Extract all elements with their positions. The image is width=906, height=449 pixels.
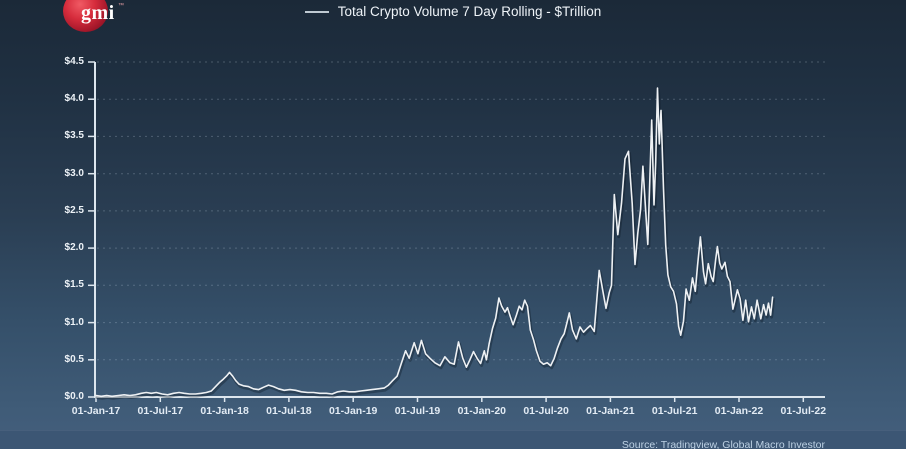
footer-bar: Source: Tradingview, Global Macro Invest… [0, 430, 906, 449]
gmi-logo-text: gmi [81, 2, 115, 24]
x-axis-tick-label: 01-Jan-19 [328, 405, 378, 417]
y-axis-tick-label: $2.5 [64, 204, 84, 216]
trademark-symbol: ™ [118, 3, 124, 9]
y-axis-tick-label: $3.5 [64, 130, 84, 142]
y-axis-tick-label: $1.5 [64, 279, 84, 291]
x-axis-tick-label: 01-Jan-21 [586, 405, 635, 417]
x-axis-tick-label: 01-Jul-19 [394, 405, 441, 417]
y-axis-tick-label: $1.0 [64, 316, 84, 328]
x-axis-tick-label: 01-Jul-21 [651, 405, 698, 417]
axis-lines [94, 62, 825, 398]
x-axis-tick-label: 01-Jan-20 [457, 405, 507, 417]
x-axis-tick-label: 01-Jul-22 [780, 405, 827, 417]
x-axis-tick-label: 01-Jul-18 [266, 405, 312, 417]
gmi-logo: gmi ™ [60, 0, 180, 36]
source-attribution: Source: Tradingview, Global Macro Invest… [621, 439, 825, 449]
y-axis-tick-label: $3.0 [64, 167, 84, 179]
x-axis-tick-label: 01-Jan-18 [200, 405, 249, 417]
series-line [95, 87, 774, 398]
y-axis-tick-label: $0.5 [64, 353, 84, 365]
y-axis-tick-label: $4.0 [64, 93, 84, 105]
y-axis-tick-label: $0.0 [64, 391, 84, 402]
x-axis-tick-label: 01-Jan-22 [714, 405, 764, 417]
chart-legend: Total Crypto Volume 7 Day Rolling - $Tri… [0, 4, 906, 19]
legend-line-key-icon [304, 10, 329, 13]
x-axis-tick-label: 01-Jan-17 [71, 405, 121, 417]
y-axis-tick-label: $4.5 [64, 56, 84, 67]
x-axis-tick-label: 01-Jul-17 [137, 405, 184, 417]
x-axis-tick-label: 01-Jul-20 [523, 405, 569, 417]
y-axis-tick-label: $2.0 [64, 242, 84, 254]
series-line-shadow [95, 88, 776, 400]
chart-title: Total Crypto Volume 7 Day Rolling - $Tri… [337, 4, 602, 19]
